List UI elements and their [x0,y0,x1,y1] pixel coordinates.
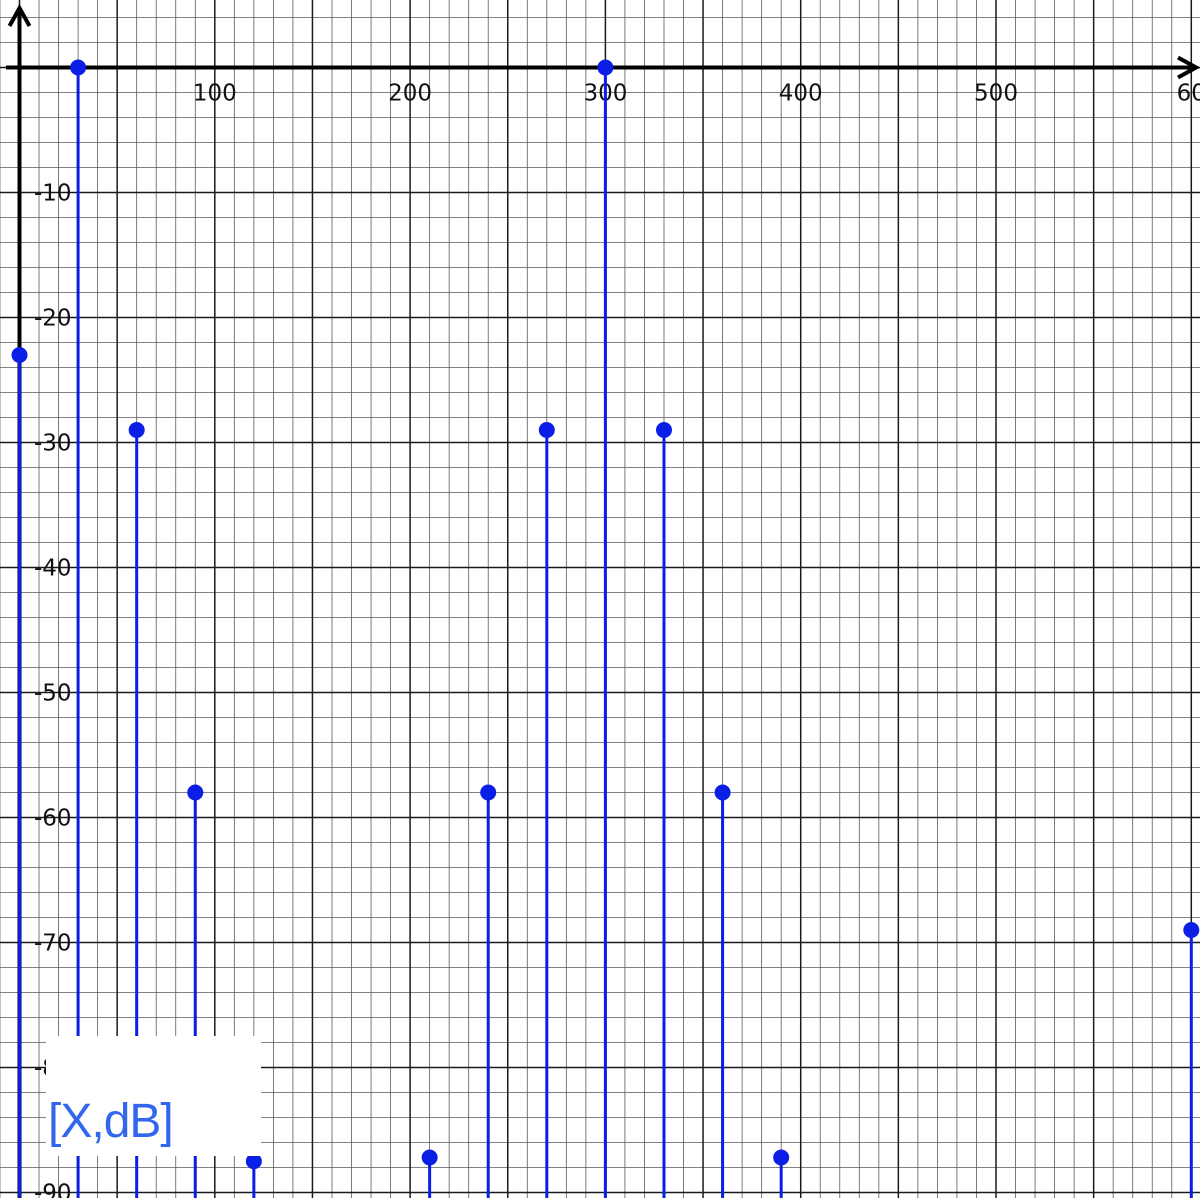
stem-marker [187,784,204,801]
stem-marker [480,784,497,801]
x-tick-labels: 100 200 300 400 500 60 [193,81,1200,107]
stem-series [11,59,1200,1198]
y-tick-label: -30 [34,431,72,457]
stem-marker [655,422,672,438]
stem-marker [1183,922,1200,938]
stem-marker [70,59,87,76]
x-tick-label: 100 [193,81,237,107]
stem-marker [714,784,731,801]
y-tick-label: -40 [34,556,72,582]
stem-marker [421,1149,438,1166]
stem-marker [128,422,145,438]
stem-marker [245,1153,262,1170]
x-tick-label: 200 [388,81,432,107]
x-tick-label: 500 [974,81,1018,107]
stem-marker [538,422,555,438]
y-tick-label: -20 [34,306,72,332]
y-axis-arrowhead [7,3,32,27]
y-tick-label: -70 [34,931,72,957]
x-tick-label: 400 [779,81,823,107]
stem-marker [597,59,614,76]
stem-marker [773,1149,790,1166]
y-tick-label: -90 [34,1181,72,1198]
y-tick-label: -50 [34,681,72,707]
axes [6,3,1200,1198]
x-tick-label: 60 [1177,81,1200,107]
y-tick-label: -10 [34,181,72,207]
y-tick-label: -60 [34,806,72,832]
legend-label: [X,dB] [48,1095,174,1148]
stem-marker [11,347,28,363]
legend: [X,dB] [46,1036,261,1156]
x-axis-arrowhead [1177,55,1200,80]
